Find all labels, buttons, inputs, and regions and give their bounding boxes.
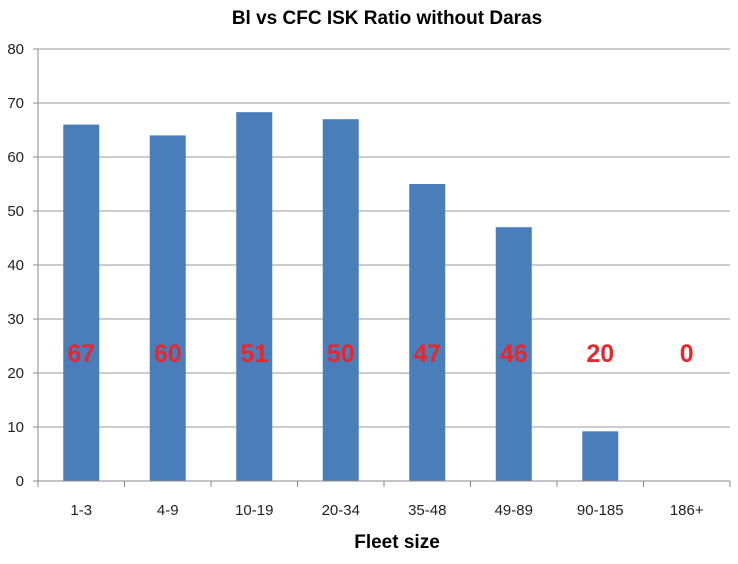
y-tick-label: 40	[7, 257, 24, 274]
bar	[63, 124, 100, 481]
x-tick-label: 20-34	[322, 502, 360, 519]
data-label: 20	[586, 340, 614, 368]
data-label: 67	[67, 340, 95, 368]
y-tick-label: 0	[16, 473, 24, 490]
x-axis-label: Fleet size	[354, 532, 440, 553]
data-label: 51	[240, 340, 268, 368]
data-label: 50	[327, 340, 355, 368]
y-tick-label: 80	[7, 41, 24, 58]
y-tick-label: 10	[7, 419, 24, 436]
x-tick-label: 35-48	[408, 502, 446, 519]
y-axis-ticks: 0 10 20 30 40 50 60 70 80	[7, 41, 39, 490]
gridlines	[38, 48, 730, 482]
bar	[582, 431, 619, 481]
y-tick-label: 50	[7, 203, 24, 220]
bars	[63, 112, 619, 482]
x-tick-label: 49-89	[495, 502, 533, 519]
bar	[322, 119, 359, 481]
x-axis-ticks: 1-3 4-9 10-19 20-34 35-48 49-89 90-185 186+	[37, 480, 731, 519]
x-tick-label: 4-9	[157, 502, 179, 519]
bar	[149, 135, 186, 481]
x-tick-label: 90-185	[577, 502, 624, 519]
y-tick-label: 20	[7, 365, 24, 382]
x-tick-label: 186+	[670, 502, 704, 519]
data-labels: 67 60 51 50 47 46 20 0	[67, 340, 693, 368]
x-tick-label: 10-19	[235, 502, 273, 519]
data-label: 47	[413, 340, 441, 368]
y-tick-label: 30	[7, 311, 24, 328]
data-label: 0	[680, 340, 694, 368]
bar	[409, 184, 446, 481]
data-label: 60	[154, 340, 182, 368]
chart-title: Bl vs CFC ISK Ratio without Daras	[232, 8, 542, 29]
y-tick-label: 60	[7, 149, 24, 166]
bar	[236, 112, 273, 482]
x-tick-label: 1-3	[70, 502, 92, 519]
bar	[495, 227, 532, 481]
data-label: 46	[500, 340, 528, 368]
y-tick-label: 70	[7, 95, 24, 112]
